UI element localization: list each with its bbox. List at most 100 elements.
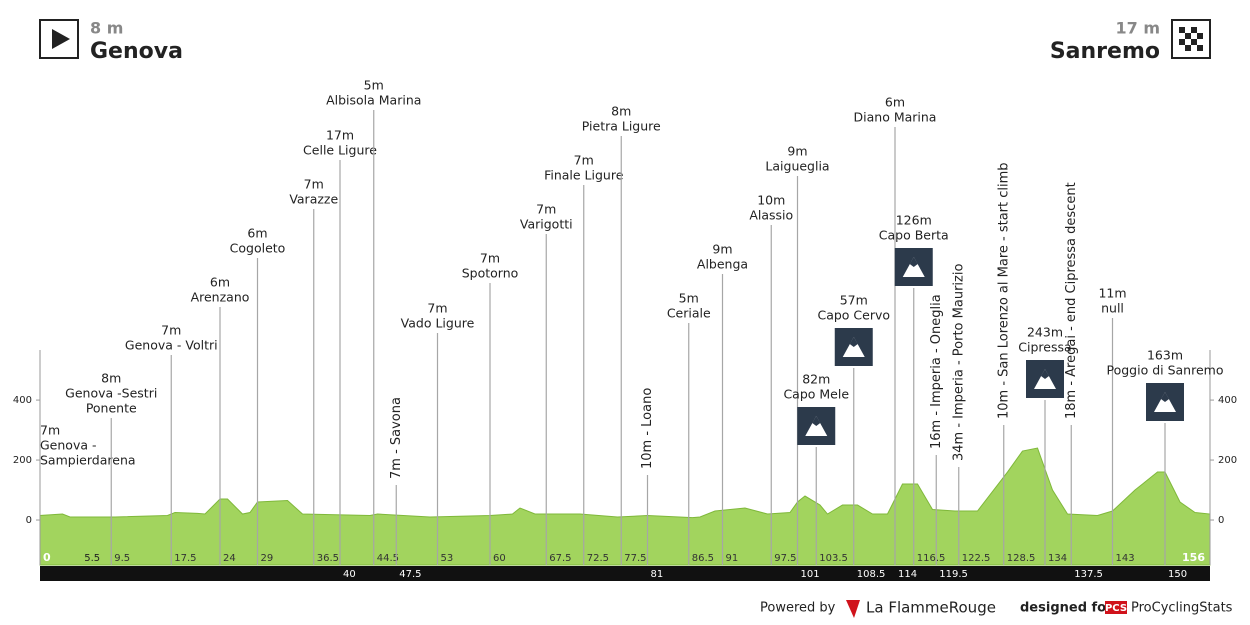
km-label: 36.5 xyxy=(317,553,339,564)
waypoint-name: Pietra Ligure xyxy=(582,119,661,134)
km-strip xyxy=(40,566,1210,581)
waypoint-elevation: 57m xyxy=(840,293,868,308)
km-label: 119.5 xyxy=(939,569,968,580)
waypoint-name: Cipressa xyxy=(1018,340,1071,355)
km-label: 9.5 xyxy=(114,553,130,564)
climb-snow xyxy=(909,257,918,267)
waypoint-elevation: 7m xyxy=(304,177,324,192)
waypoint-elevation: 7m xyxy=(574,153,594,168)
waypoint-name: Laigueglia xyxy=(765,159,829,174)
waypoint-elevation: 5m xyxy=(364,78,384,93)
waypoint-name: Albenga xyxy=(697,257,748,272)
finish-name: Sanremo xyxy=(1050,39,1160,64)
pcs-logo xyxy=(1105,601,1127,614)
y-tick-label: 400 xyxy=(13,395,32,406)
waypoint-elevation: 17m xyxy=(326,128,354,143)
waypoint-label: 16m - Imperia - Oneglia xyxy=(929,294,944,449)
waypoint-elevation: 6m xyxy=(247,226,267,241)
waypoint-name: Varazze xyxy=(289,192,338,207)
km-label: 143 xyxy=(1116,553,1135,564)
km-label: 101 xyxy=(801,569,820,580)
waypoint-name: Varigotti xyxy=(520,217,573,232)
km-label: 67.5 xyxy=(549,553,571,564)
km-label: 122.5 xyxy=(962,553,991,564)
waypoint-label: 10m - Loano xyxy=(640,388,655,469)
waypoint-name: Genova - xyxy=(40,438,97,453)
waypoint-elevation: 9m xyxy=(712,242,732,257)
start-name: Genova xyxy=(90,39,183,64)
km-label: 24 xyxy=(223,553,236,564)
km-label: 150 xyxy=(1168,569,1187,580)
designed-for: designed for xyxy=(1020,601,1113,616)
waypoint-name: Sampierdarena xyxy=(40,453,136,468)
waypoint-elevation: 7m xyxy=(536,202,556,217)
km-label: 47.5 xyxy=(399,569,421,580)
waypoint-elevation: 8m xyxy=(611,104,631,119)
waypoint-elevation: 82m xyxy=(802,372,830,387)
start-elevation: 8 m xyxy=(90,19,123,38)
waypoint-name: Capo Mele xyxy=(783,387,849,402)
waypoint-label: 10m - San Lorenzo al Mare - start climb xyxy=(996,162,1011,419)
km-label: 40 xyxy=(343,569,356,580)
km-label: 114 xyxy=(898,569,917,580)
waypoint-elevation: 126m xyxy=(896,213,932,228)
km-label: 134 xyxy=(1048,553,1067,564)
start-icon xyxy=(39,19,79,59)
climb-snow xyxy=(849,337,858,347)
y-tick-label: 0 xyxy=(1218,515,1224,526)
km-label: 29 xyxy=(261,553,274,564)
km-label: 53 xyxy=(441,553,454,564)
y-tick-label: 0 xyxy=(26,515,32,526)
waypoint-name: Capo Cervo xyxy=(817,308,890,323)
waypoint-elevation: 6m xyxy=(210,275,230,290)
waypoint-label: 7m - Savona xyxy=(389,397,404,479)
km-label: 137.5 xyxy=(1074,569,1103,580)
pcs: PCS xyxy=(1105,603,1127,614)
waypoint-elevation: 163m xyxy=(1147,348,1183,363)
km-label: 44.5 xyxy=(377,553,399,564)
km-label: 60 xyxy=(493,553,506,564)
km-label: 91 xyxy=(726,553,739,564)
waypoint-name: Vado Ligure xyxy=(401,316,475,331)
waypoint-name: Poggio di Sanremo xyxy=(1107,363,1224,378)
brand: La FlammeRouge xyxy=(866,599,996,617)
waypoint-name: null xyxy=(1101,301,1124,316)
waypoint-name: Spotorno xyxy=(462,266,519,281)
waypoint-elevation: 10m xyxy=(757,193,785,208)
waypoint-name: Finale Ligure xyxy=(544,168,624,183)
waypoint-name: Genova -Sestri xyxy=(65,386,157,401)
finish-flag xyxy=(1179,27,1203,51)
km-label: 81 xyxy=(651,569,664,580)
brand-logo xyxy=(846,600,860,618)
km-label: 97.5 xyxy=(774,553,796,564)
chart: 0 0 200 200 400 400 156 5.5 0 Genova -Sampierdare… xyxy=(13,78,1237,581)
waypoint-label: 18m - Aregai - end Cipressa descent xyxy=(1064,182,1079,419)
km-label: 0 xyxy=(43,551,51,564)
waypoint-elevation: 243m xyxy=(1027,325,1063,340)
waypoint-elevation: 7m xyxy=(480,251,500,266)
waypoint-name: Capo Berta xyxy=(879,228,949,243)
km-label: 86.5 xyxy=(692,553,714,564)
waypoint-elevation: 7m xyxy=(427,301,447,316)
waypoint-elevation: 11m xyxy=(1098,286,1126,301)
km-label: 5.5 xyxy=(84,553,100,564)
km-label: 17.5 xyxy=(174,553,196,564)
waypoint-name: Alassio xyxy=(749,208,793,223)
y-tick-label: 200 xyxy=(13,455,32,466)
waypoint-label: 34m - Imperia - Porto Maurizio xyxy=(951,264,966,461)
waypoint-elevation: 8m xyxy=(101,371,121,386)
waypoint-name: Ponente xyxy=(86,401,137,416)
y-tick-label: 200 xyxy=(1218,455,1237,466)
start-play xyxy=(52,29,70,49)
waypoint-name: Cogoleto xyxy=(230,241,286,256)
climb-snow xyxy=(1041,369,1049,379)
km-label: 116.5 xyxy=(917,553,946,564)
climb-snow xyxy=(1161,392,1169,402)
km-label: 103.5 xyxy=(819,553,848,564)
climb-snow xyxy=(812,416,821,426)
site: ProCyclingStats xyxy=(1131,601,1233,616)
km-label: 128.5 xyxy=(1007,553,1036,564)
y-tick-label: 400 xyxy=(1218,395,1237,406)
waypoint-name: Celle Ligure xyxy=(303,143,377,158)
